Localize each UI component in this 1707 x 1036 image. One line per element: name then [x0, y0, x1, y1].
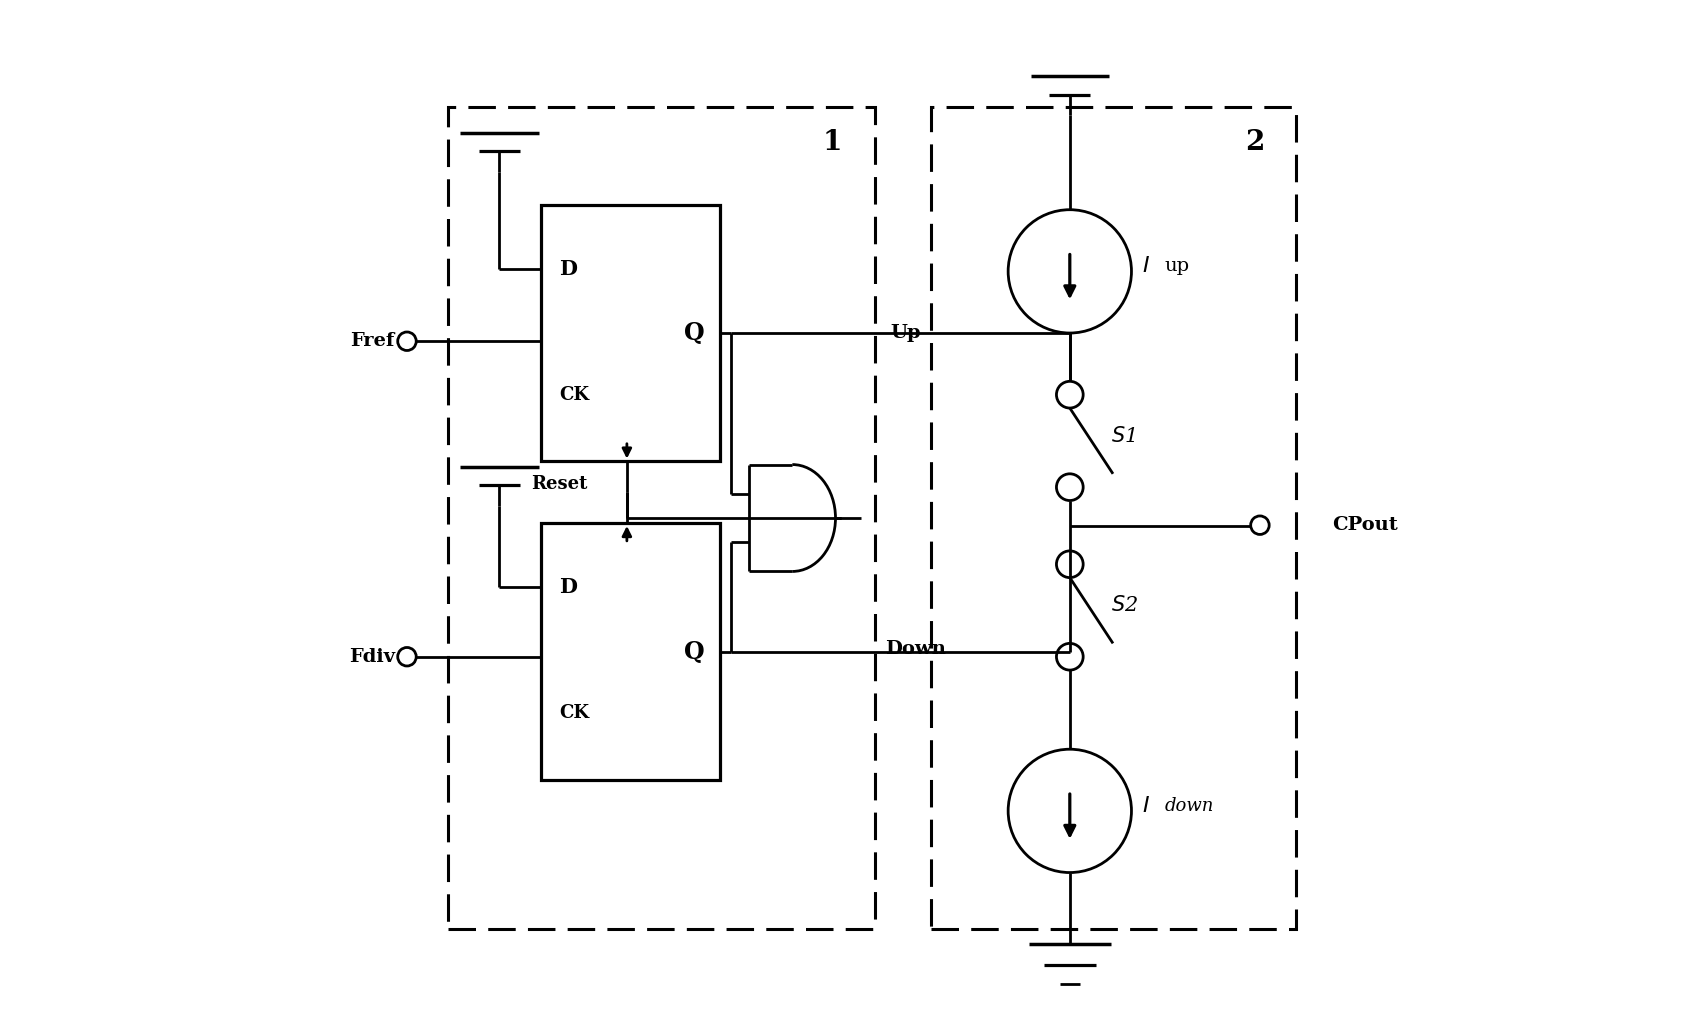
Text: D: D [558, 577, 577, 598]
Text: CK: CK [558, 704, 589, 722]
Text: $I$: $I$ [1140, 255, 1149, 278]
Bar [539, 523, 720, 780]
Text: Down: Down [884, 639, 946, 658]
Text: $I$: $I$ [1140, 795, 1149, 816]
Text: up: up [1164, 257, 1188, 276]
Text: down: down [1164, 797, 1214, 814]
Text: Q: Q [685, 321, 705, 345]
Text: $S$1: $S$1 [1110, 426, 1135, 445]
Text: Fdiv: Fdiv [348, 648, 394, 666]
Text: Reset: Reset [531, 476, 587, 493]
Text: Q: Q [685, 639, 705, 664]
Bar [539, 204, 720, 461]
Bar [930, 107, 1296, 929]
Text: 2: 2 [1244, 130, 1263, 156]
Bar [447, 107, 874, 929]
Text: CK: CK [558, 385, 589, 404]
Text: Fref: Fref [350, 333, 394, 350]
Text: Up: Up [889, 324, 920, 342]
Text: D: D [558, 259, 577, 279]
Text: $S$2: $S$2 [1110, 596, 1137, 615]
Text: 1: 1 [821, 130, 842, 156]
Text: CPout: CPout [1331, 516, 1396, 535]
